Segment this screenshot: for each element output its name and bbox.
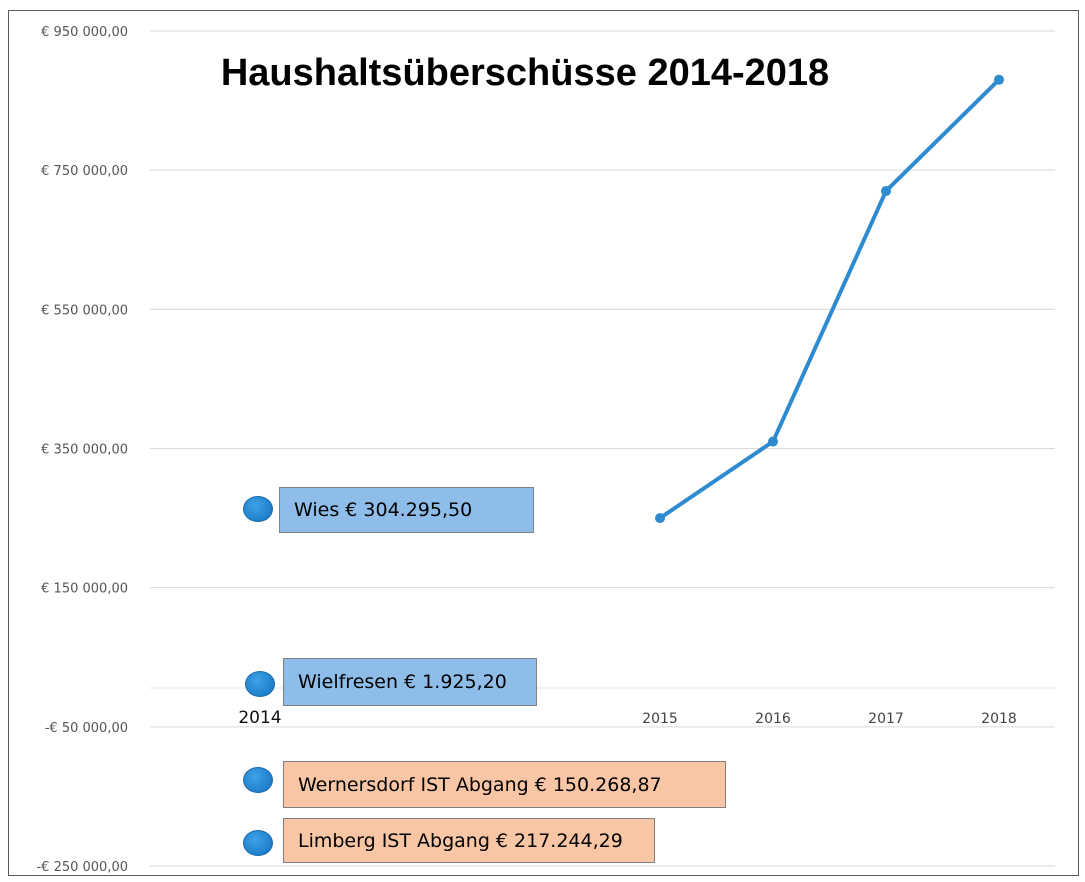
y-tick-label: € 550 000,00 [41,303,128,318]
annotation-wies: Wies € 304.295,50 [279,487,534,533]
data-point [768,436,778,447]
y-tick-label: € 150 000,00 [41,582,128,597]
y-tick-label: € 750 000,00 [41,164,128,179]
annotation-dot-wies [243,496,273,522]
chart-title: Haushaltsüberschüsse 2014-2018 [221,52,829,94]
annotation-dot-wielfresen [245,671,275,697]
data-point [881,186,891,197]
x-tick-label: 2017 [868,711,904,727]
x-tick-label: 2015 [642,711,678,727]
data-point [655,513,665,524]
y-tick-label: € 350 000,00 [41,443,128,458]
y-tick-label: € 950 000,00 [41,25,128,40]
annotation-wielfresen: Wielfresen € 1.925,20 [283,658,537,706]
chart-frame [8,10,1079,876]
y-tick-label: -€ 50 000,00 [45,721,128,736]
data-point [994,74,1004,85]
x-tick-label: 2016 [755,711,791,727]
series-line [655,74,1004,524]
y-axis-ticks: € 950 000,00 € 750 000,00 € 550 000,00 € 35… [36,25,128,875]
x-tick-label: 2018 [981,711,1017,727]
annotation-wernersdorf: Wernersdorf IST Abgang € 150.268,87 [283,761,726,808]
y-tick-label: -€ 250 000,00 [36,860,128,875]
series-polyline [658,78,1001,520]
x-tick-label: 2014 [238,708,281,728]
annotation-limberg: Limberg IST Abgang € 217.244,29 [283,818,655,863]
x-axis-ticks: 2014 2015 2016 2017 2018 [238,708,1016,728]
annotation-dot-wernersdorf [243,767,273,793]
annotation-dot-limberg [243,830,273,856]
